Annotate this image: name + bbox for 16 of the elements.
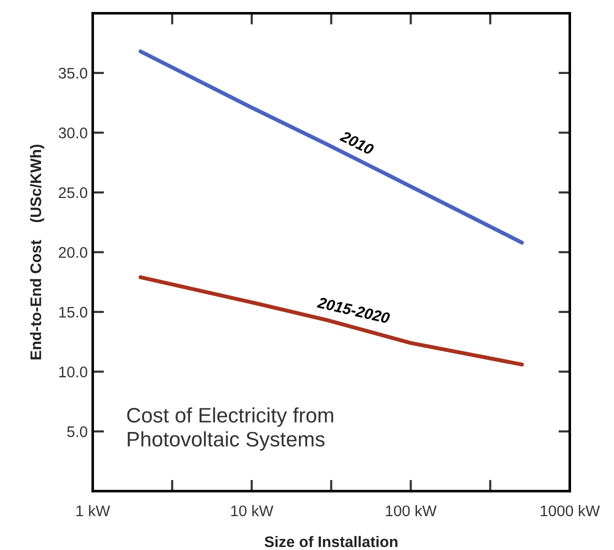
x-axis-title: Size of Installation bbox=[264, 536, 398, 548]
annotation: 2010 bbox=[339, 130, 375, 156]
y-tick-label: 25.0 bbox=[58, 187, 88, 198]
y-tick-label: 35.0 bbox=[58, 68, 88, 79]
y-tick-label: 10.0 bbox=[59, 366, 88, 378]
y-tick-label: 15.0 bbox=[59, 306, 88, 318]
y-tick-label: 30.0 bbox=[58, 128, 88, 138]
y-tick-label: 5.0 bbox=[67, 426, 88, 438]
y-axis-title: End-to-End Cost (USc/KWh) bbox=[30, 144, 44, 360]
text: Cost of Electricity from Photovoltaic Systems bbox=[127, 407, 334, 451]
x-tick-label: 10 kW bbox=[231, 505, 274, 516]
x-tick-label: 1 kW bbox=[76, 505, 110, 516]
annotation: 2015-2020 bbox=[316, 296, 390, 324]
x-tick-label: 1000 kW bbox=[540, 505, 600, 516]
x-tick-label: 100 kW bbox=[386, 505, 437, 516]
y-tick-label: 20.0 bbox=[58, 247, 88, 258]
